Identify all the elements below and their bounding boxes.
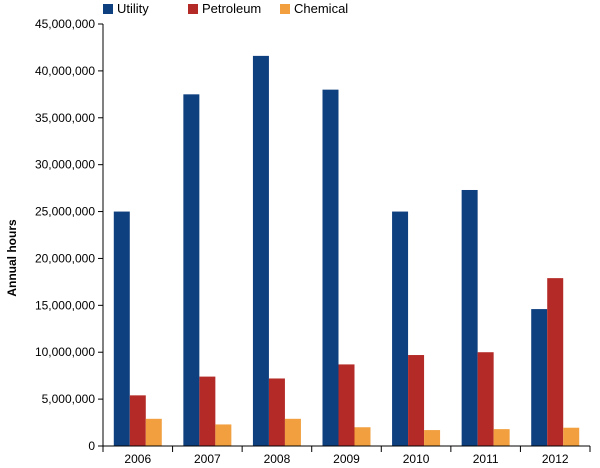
bar-utility-2012 bbox=[531, 309, 548, 446]
bar-chemical-2006 bbox=[145, 418, 162, 446]
bar-chemical-2009 bbox=[354, 427, 371, 446]
y-tick-label: 20,000,000 bbox=[35, 251, 95, 265]
bar-petroleum-2006 bbox=[129, 395, 146, 446]
bar-utility-2010 bbox=[392, 211, 409, 446]
y-tick-label: 40,000,000 bbox=[35, 64, 95, 78]
y-tick-label: 10,000,000 bbox=[35, 345, 95, 359]
x-tick-label: 2010 bbox=[403, 452, 430, 466]
legend-swatch-petroleum bbox=[188, 4, 198, 14]
y-tick-label: 30,000,000 bbox=[35, 158, 95, 172]
x-tick-label: 2012 bbox=[542, 452, 569, 466]
legend: Utility Petroleum Chemical bbox=[103, 1, 348, 16]
bar-petroleum-2012 bbox=[547, 278, 564, 446]
bar-chemical-2008 bbox=[284, 418, 301, 446]
bar-chemical-2010 bbox=[424, 430, 441, 446]
legend-swatch-chemical bbox=[280, 4, 290, 14]
y-tick-label: 15,000,000 bbox=[35, 298, 95, 312]
x-tick-label: 2007 bbox=[194, 452, 221, 466]
y-tick-label: 45,000,000 bbox=[35, 17, 95, 31]
bar-petroleum-2011 bbox=[477, 352, 494, 446]
legend-swatch-utility bbox=[103, 4, 113, 14]
bar-chemical-2011 bbox=[493, 429, 510, 446]
x-tick-label: 2009 bbox=[333, 452, 360, 466]
x-tick-label: 2008 bbox=[264, 452, 291, 466]
bar-petroleum-2009 bbox=[338, 364, 355, 446]
bar-utility-2009 bbox=[322, 89, 339, 447]
x-tick-label: 2006 bbox=[124, 452, 151, 466]
bars bbox=[113, 55, 580, 447]
bar-petroleum-2008 bbox=[268, 378, 285, 446]
y-axis-label: Annual hours bbox=[5, 219, 19, 297]
y-tick-label: 0 bbox=[88, 439, 95, 453]
y-axis: 0 5,000,000 10,000,000 15,000,000 20,000,000… bbox=[35, 17, 103, 453]
x-axis: 2006 2007 2008 2009 2010 2011 2012 bbox=[102, 446, 591, 466]
bar-chemical-2007 bbox=[215, 424, 232, 446]
x-tick-label: 2011 bbox=[473, 452, 499, 466]
legend-label-petroleum: Petroleum bbox=[202, 1, 261, 16]
bar-chemical-2012 bbox=[563, 427, 580, 446]
y-tick-label: 35,000,000 bbox=[35, 111, 95, 125]
y-tick-label: 5,000,000 bbox=[42, 392, 96, 406]
bar-utility-2006 bbox=[113, 211, 130, 446]
legend-label-utility: Utility bbox=[117, 1, 149, 16]
bar-petroleum-2007 bbox=[199, 376, 216, 446]
y-tick-label: 25,000,000 bbox=[35, 205, 95, 219]
bar-utility-2007 bbox=[183, 94, 200, 446]
legend-label-chemical: Chemical bbox=[294, 1, 348, 16]
bar-petroleum-2010 bbox=[408, 355, 425, 446]
bar-utility-2008 bbox=[252, 55, 269, 446]
bar-utility-2011 bbox=[461, 189, 478, 446]
